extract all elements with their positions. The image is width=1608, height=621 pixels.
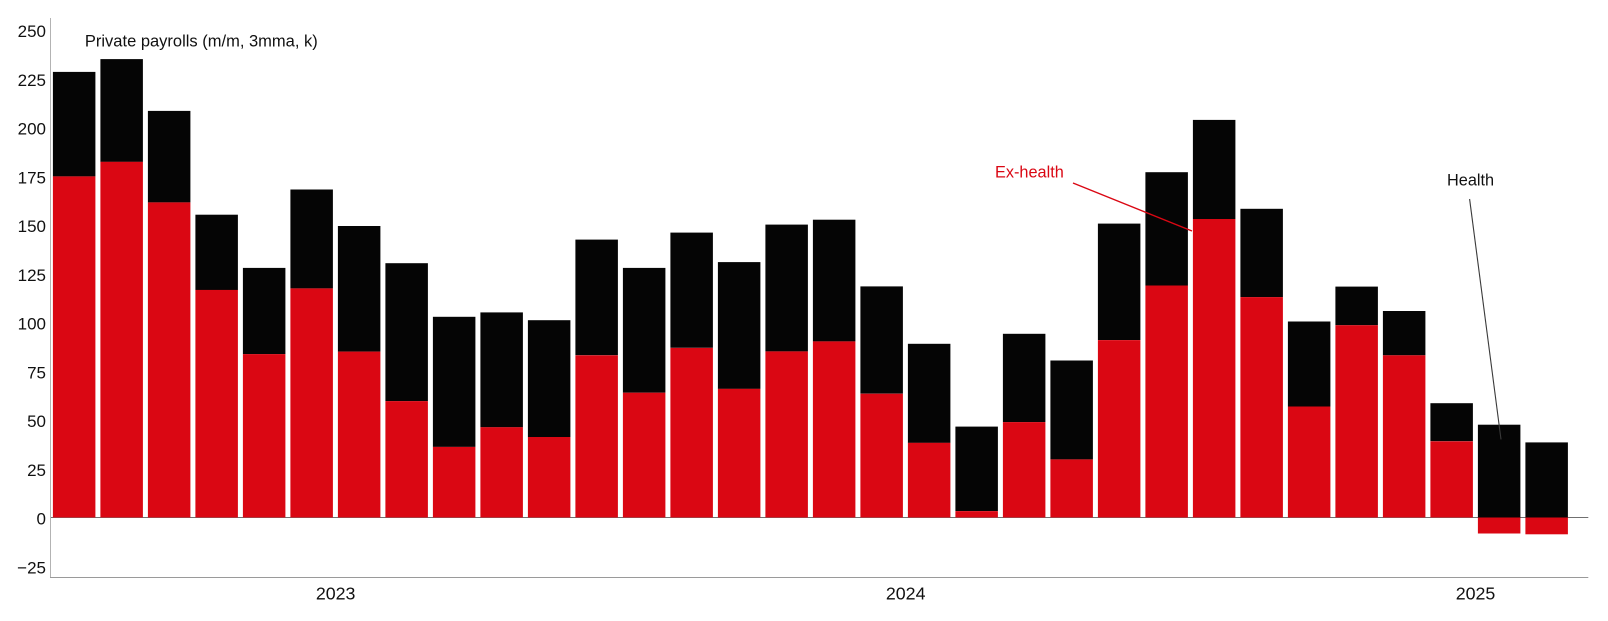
svg-text:250: 250 xyxy=(18,22,46,41)
svg-text:200: 200 xyxy=(18,120,46,139)
svg-text:100: 100 xyxy=(18,315,46,334)
svg-text:50: 50 xyxy=(27,412,46,431)
svg-text:0: 0 xyxy=(37,510,46,529)
svg-text:225: 225 xyxy=(18,71,46,90)
svg-text:Ex-health: Ex-health xyxy=(995,164,1064,182)
svg-text:25: 25 xyxy=(27,461,46,480)
svg-text:75: 75 xyxy=(27,363,46,382)
svg-text:2025: 2025 xyxy=(1456,583,1496,603)
svg-text:125: 125 xyxy=(18,266,46,285)
svg-text:Private payrolls (m/m, 3mma, k: Private payrolls (m/m, 3mma, k) xyxy=(85,33,318,51)
svg-text:150: 150 xyxy=(18,217,46,236)
svg-text:−25: −25 xyxy=(17,559,46,578)
svg-text:2024: 2024 xyxy=(886,583,926,603)
svg-text:175: 175 xyxy=(18,168,46,187)
svg-text:Health: Health xyxy=(1447,172,1494,190)
svg-text:2023: 2023 xyxy=(316,583,356,603)
